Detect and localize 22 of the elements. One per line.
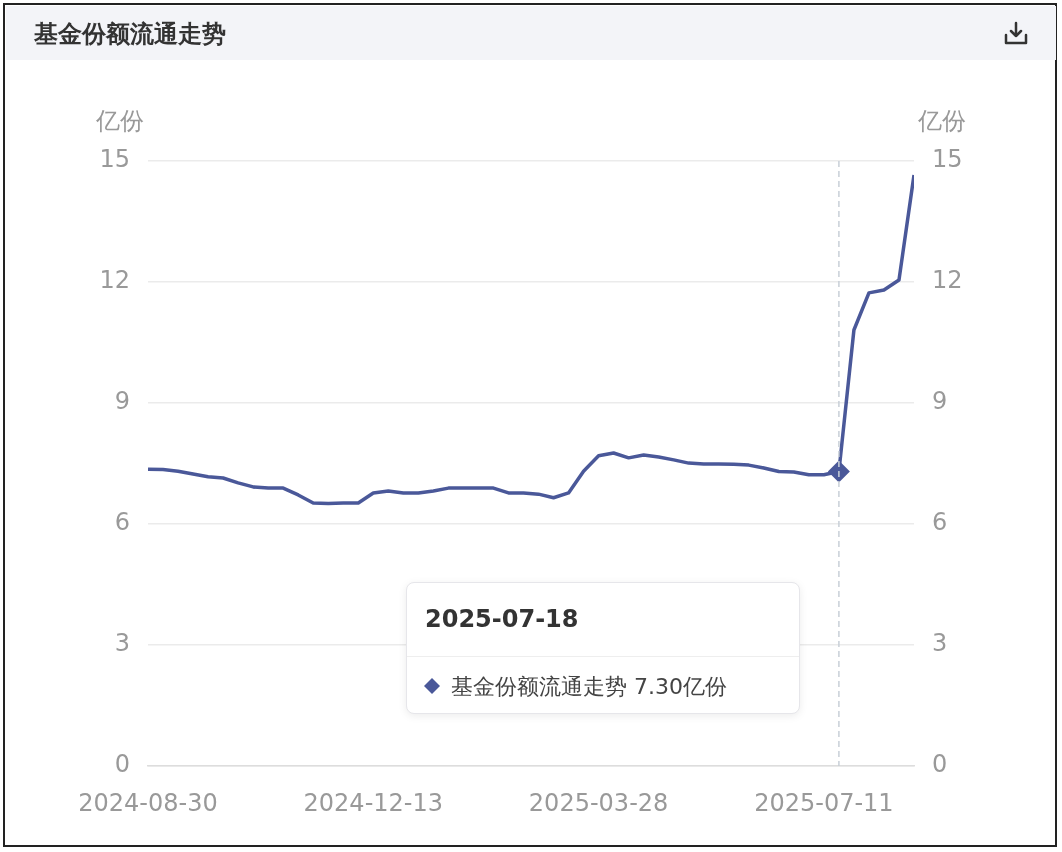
- y-tick-label: 6: [114, 508, 130, 537]
- y2-tick-label: 15: [932, 145, 963, 174]
- y2-tick-label: 9: [932, 387, 948, 416]
- y2-tick-label: 6: [932, 508, 948, 537]
- y-axis-title: 亿份: [95, 107, 144, 136]
- y-tick-label: 12: [99, 266, 130, 295]
- annotation: 基金份额流通走势 7.30亿份: [451, 673, 727, 701]
- y-tick-label: 9: [114, 387, 130, 416]
- y-tick-label: 15: [99, 145, 130, 174]
- y2-tick-label: 3: [932, 629, 948, 658]
- tooltip-panel: 2025-07-18 基金份额流通走势 7.30亿份: [406, 582, 800, 714]
- y-tick-label: 0: [114, 750, 130, 779]
- y2-axis-title: 亿份: [917, 107, 966, 136]
- x-tick-label: 2024-12-13: [303, 788, 444, 817]
- x-tick-label: 2025-07-11: [754, 788, 894, 817]
- x-tick-label: 2025-03-28: [528, 788, 669, 817]
- y2-tick-label: 0: [932, 750, 948, 779]
- chart-title: 基金份额流通走势: [34, 19, 226, 50]
- annotation: 2025-07-18: [425, 605, 579, 633]
- y2-tick-label: 12: [932, 266, 963, 295]
- y-tick-label: 3: [114, 629, 130, 658]
- x-tick-label: 2024-08-30: [78, 788, 218, 817]
